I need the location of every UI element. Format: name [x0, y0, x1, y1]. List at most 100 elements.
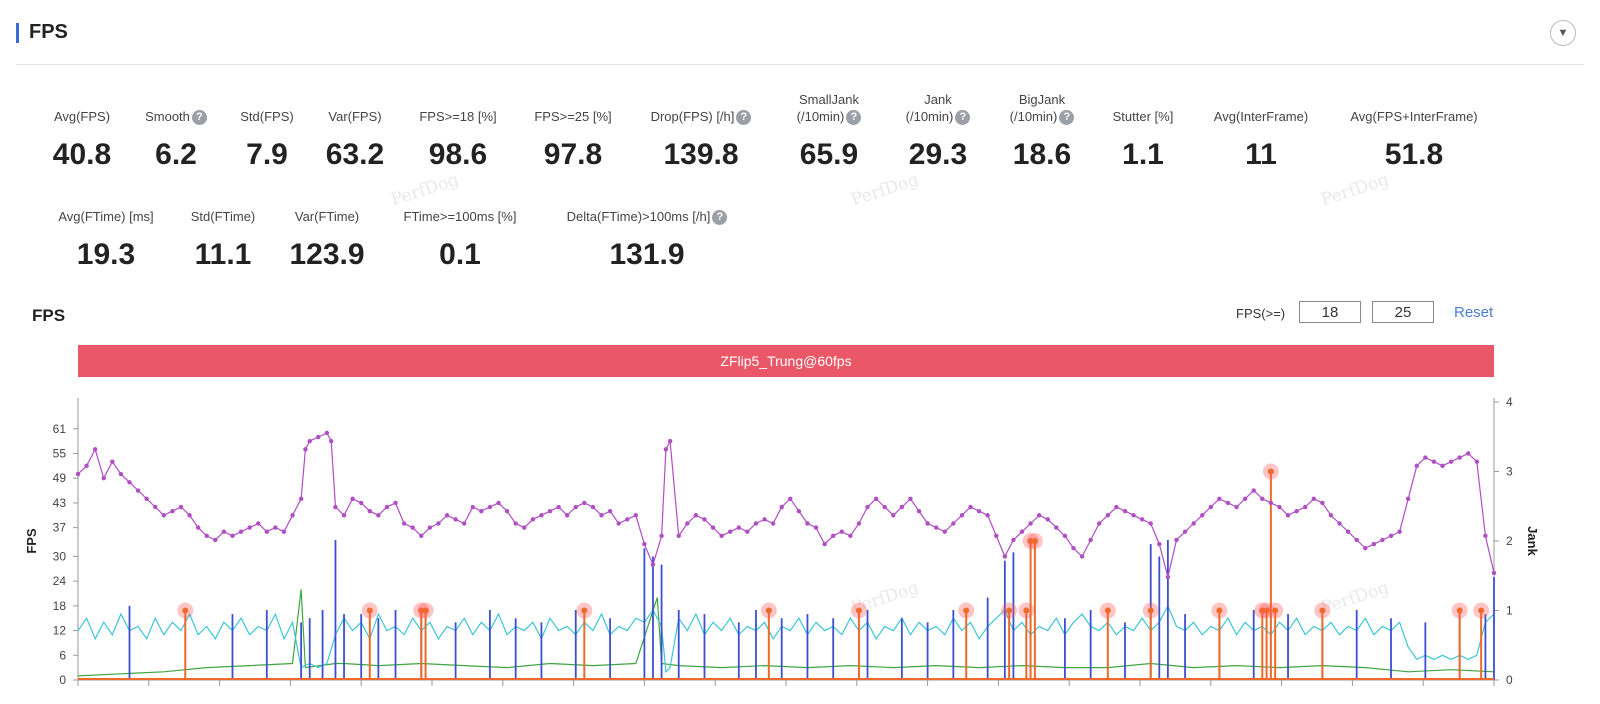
- fps-point: [959, 513, 965, 518]
- fps-point: [1157, 541, 1162, 547]
- fps-point: [968, 504, 973, 510]
- reset-link[interactable]: Reset: [1454, 304, 1494, 321]
- y2-tick-label: 1: [1506, 604, 1513, 618]
- fps-point: [1028, 521, 1033, 526]
- stat-value: 123.9: [289, 238, 365, 271]
- series-interframe-line: [77, 604, 1495, 674]
- fps-point: [307, 438, 312, 444]
- fps-point: [659, 533, 664, 539]
- fps-point: [1217, 496, 1222, 501]
- fps-point: [1431, 459, 1437, 464]
- fps-threshold-low-input[interactable]: [1299, 301, 1361, 323]
- fps-point: [573, 504, 578, 510]
- fps-point: [1414, 463, 1419, 469]
- collapse-button[interactable]: ▼: [1550, 20, 1576, 46]
- fps-point: [1320, 500, 1325, 506]
- bigjank-marker: [1006, 607, 1013, 614]
- device-banner[interactable]: ZFlip5_Trung@60fps: [78, 345, 1494, 377]
- fps-point: [1474, 459, 1480, 464]
- fps-point: [324, 430, 330, 436]
- stat-label: BigJank (/10min)?: [932, 91, 1152, 126]
- stat-r1-12: Avg(FPS+InterFrame) 51.8: [1304, 108, 1524, 172]
- fps-point: [1345, 529, 1351, 534]
- fps-point: [1234, 504, 1239, 510]
- fps-point: [693, 513, 699, 518]
- series-fps-line: [77, 432, 1495, 578]
- fps-point: [264, 529, 269, 534]
- stat-label: Avg(FPS+InterFrame): [1350, 109, 1478, 124]
- fps-point: [663, 447, 669, 452]
- fps-point: [633, 513, 639, 518]
- fps-point: [1397, 529, 1402, 534]
- bigjank-marker: [1259, 607, 1266, 614]
- fps-point: [522, 525, 527, 530]
- watermark: PerfDog: [848, 169, 922, 211]
- help-icon[interactable]: ?: [846, 110, 862, 126]
- fps-point: [1097, 521, 1102, 526]
- fps-point: [359, 500, 364, 506]
- stat-value: 63.2: [325, 138, 385, 171]
- fps-point: [238, 529, 244, 534]
- fps-point: [1371, 541, 1377, 547]
- fps-point: [84, 463, 89, 469]
- fps-point: [882, 504, 887, 510]
- help-icon[interactable]: ?: [712, 210, 728, 226]
- help-icon[interactable]: ?: [1059, 110, 1075, 126]
- bigjank-marker: [963, 607, 970, 614]
- help-icon[interactable]: ?: [955, 110, 971, 126]
- help-icon[interactable]: ?: [191, 110, 207, 126]
- stat-label: Drop(FPS) [/h]?: [591, 108, 811, 126]
- y2-tick-label: 0: [1506, 673, 1513, 687]
- fps-threshold-high-input[interactable]: [1372, 301, 1434, 323]
- fps-point: [719, 533, 724, 539]
- help-icon[interactable]: ?: [736, 110, 752, 126]
- stat-r1-1: Smooth? 6.2: [66, 108, 286, 172]
- y2-tick-label: 4: [1506, 395, 1513, 409]
- fps-point: [556, 504, 561, 510]
- fps-point: [1242, 496, 1248, 501]
- y-tick-label: 30: [53, 549, 67, 563]
- fps-point: [702, 517, 707, 522]
- fps-point: [1182, 529, 1188, 534]
- fps-point: [341, 513, 347, 518]
- y2-tick-label: 2: [1506, 534, 1513, 548]
- fps-point: [710, 525, 716, 530]
- stat-label: FPS>=25 [%]: [534, 109, 612, 124]
- stat-value: 1.1: [1122, 138, 1164, 171]
- chart-title: FPS: [32, 306, 66, 325]
- y-tick-label: 55: [53, 446, 67, 460]
- stat-value: 19.3: [76, 238, 136, 271]
- stat-r2-2: Var(FTime) 123.9: [217, 208, 437, 272]
- stat-value: 18.6: [1012, 138, 1072, 172]
- bigjank-marker: [418, 607, 425, 614]
- fps-point: [728, 529, 733, 534]
- fps-point: [195, 525, 201, 530]
- y2-tick-label: 3: [1506, 465, 1513, 479]
- fps-point: [273, 525, 278, 530]
- fps-point: [453, 517, 458, 522]
- stat-value: 7.9: [246, 138, 288, 171]
- stat-value: 131.9: [609, 238, 685, 272]
- fps-point: [1131, 513, 1136, 518]
- stat-value: 11.1: [194, 238, 252, 271]
- fps-point: [1311, 496, 1316, 501]
- fps-point: [976, 508, 982, 514]
- fps-point: [1174, 537, 1179, 543]
- fps-point: [942, 529, 947, 534]
- stat-r2-3: FTime>=100ms [%] 0.1: [350, 208, 570, 272]
- fps-point: [1002, 554, 1008, 559]
- fps-point: [1122, 508, 1128, 514]
- fps-point: [1148, 521, 1153, 526]
- fps-point: [856, 521, 862, 526]
- fps-point: [908, 496, 913, 501]
- fps-point: [256, 521, 261, 526]
- bigjank-marker: [1216, 607, 1223, 614]
- section-header: FPS: [16, 14, 1584, 65]
- stat-label: Stutter [%]: [1112, 109, 1174, 124]
- fps-point: [1260, 496, 1265, 501]
- fps-point: [745, 529, 750, 534]
- bigjank-marker: [366, 607, 373, 614]
- bigjank-marker: [422, 607, 429, 614]
- fps-point: [753, 521, 759, 526]
